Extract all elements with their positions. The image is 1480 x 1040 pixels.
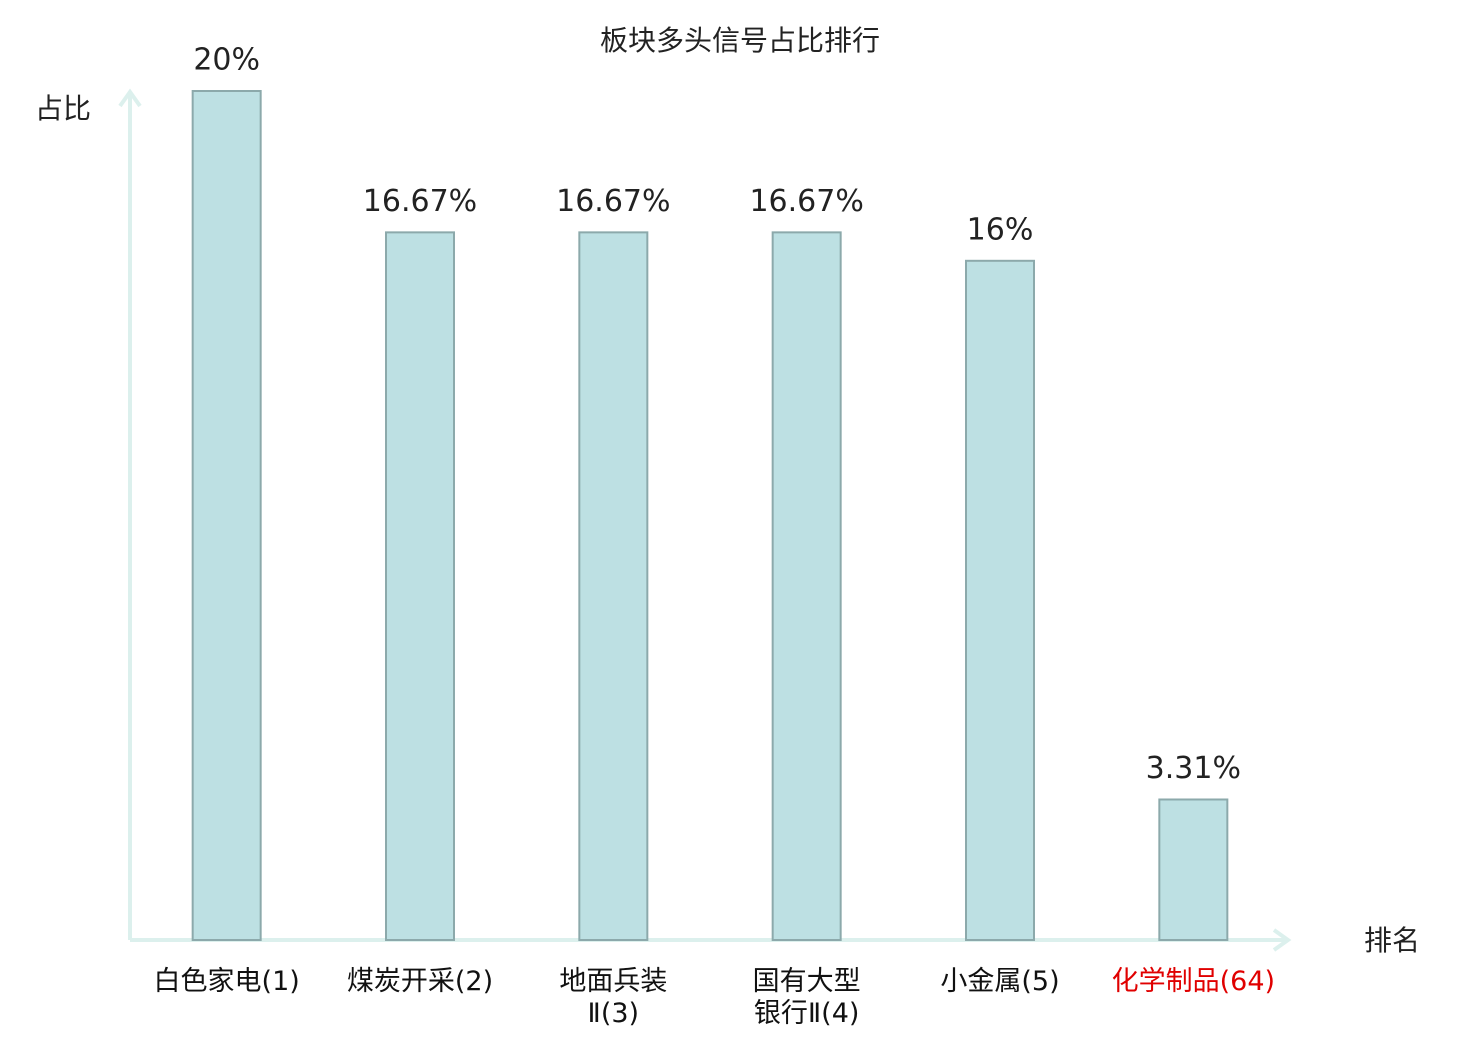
value-label: 16.67% (363, 184, 477, 219)
x-tick-label: 白色家电(1) (153, 966, 300, 997)
y-axis-label: 占比 (35, 92, 91, 125)
value-label: 16.67% (556, 184, 670, 219)
x-tick-label: 化学制品(64) (1111, 966, 1276, 997)
x-axis-label: 排名 (1364, 924, 1420, 957)
axes (118, 88, 1292, 952)
y-axis (118, 88, 142, 940)
bar (385, 231, 455, 941)
bar (965, 259, 1035, 941)
x-axis (130, 928, 1292, 952)
value-label: 3.31% (1146, 751, 1241, 786)
x-tick-label: 小金属(5) (940, 966, 1060, 997)
x-tick-label: 地面兵装 Ⅱ(3) (559, 966, 668, 1029)
value-label: 16% (967, 212, 1034, 247)
bar (771, 231, 842, 941)
chart-title: 板块多头信号占比排行 (600, 24, 880, 57)
bar (578, 231, 649, 941)
x-tick-label: 国有大型 银行Ⅱ(4) (752, 966, 861, 1029)
value-label: 20% (193, 43, 260, 78)
bar (191, 90, 262, 941)
bar (1158, 798, 1229, 941)
x-tick-label: 煤炭开采(2) (346, 966, 494, 997)
value-label: 16.67% (749, 184, 863, 219)
